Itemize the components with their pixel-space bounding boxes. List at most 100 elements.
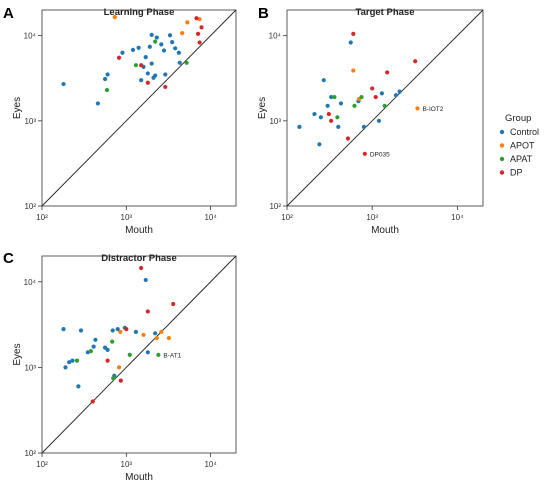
data-point [110, 328, 115, 333]
x-tick-label: 10² [36, 213, 48, 222]
data-point [376, 118, 382, 123]
data-point [116, 55, 122, 60]
data-point [359, 94, 364, 100]
data-point [70, 358, 75, 363]
data-point [185, 20, 190, 25]
data-point [110, 339, 115, 344]
data-point [143, 54, 148, 60]
data-point [195, 31, 201, 36]
data-point [115, 327, 120, 332]
data-point [297, 124, 302, 129]
data-point [166, 335, 171, 341]
data-point [318, 115, 323, 120]
data-point [397, 89, 402, 94]
data-point [184, 60, 189, 65]
series-control [61, 277, 158, 389]
data-point [120, 50, 125, 55]
data-point [153, 331, 158, 336]
panel-A: A Learning Phase 10² 10³ 10⁴ 10² 10³ 10⁴ Mouth Ey… [3, 5, 237, 236]
series-dp [326, 31, 418, 156]
legend-label: Control [510, 127, 539, 137]
data-point [112, 15, 117, 20]
series-control [297, 40, 402, 147]
panel-title: Learning Phase [104, 7, 175, 18]
data-point [116, 365, 122, 370]
data-point [345, 136, 351, 141]
data-point [139, 63, 144, 68]
data-point [385, 70, 390, 75]
data-point [139, 265, 144, 271]
data-point [326, 111, 331, 117]
x-axis-label: Mouth [125, 225, 153, 236]
legend-label: DP [510, 168, 523, 178]
x-tick-label: 10⁴ [204, 460, 217, 469]
point-annotation: DP035 [370, 151, 390, 158]
y-axis-label: Eyes [12, 343, 23, 365]
x-tick-label: 10³ [366, 213, 378, 222]
data-point [170, 39, 175, 45]
data-point [61, 81, 66, 87]
panel-letter: C [3, 250, 14, 267]
data-point [332, 94, 337, 100]
data-point [352, 103, 357, 108]
data-point [312, 111, 317, 117]
data-point [153, 39, 158, 44]
panel-letter: A [3, 5, 14, 22]
data-point [159, 42, 164, 47]
series-control [61, 32, 182, 106]
legend: Group Control APOT APAT DP [499, 113, 539, 178]
data-point [90, 399, 95, 404]
data-point [133, 63, 139, 68]
data-point [147, 44, 152, 49]
data-point [105, 358, 110, 363]
data-point [127, 352, 132, 357]
data-point [382, 103, 387, 108]
series-apat [104, 39, 189, 93]
data-point [173, 46, 178, 51]
data-point [413, 59, 418, 64]
data-point [176, 50, 181, 55]
series-apat [74, 339, 161, 381]
identity-line [41, 9, 237, 207]
data-point [149, 32, 154, 38]
data-point [145, 80, 150, 85]
data-point [351, 68, 356, 73]
data-point [379, 91, 384, 96]
data-point [61, 327, 66, 332]
data-point [373, 94, 378, 100]
data-point [197, 40, 202, 45]
data-point [163, 72, 168, 77]
data-point [199, 25, 204, 30]
series-apot [112, 15, 202, 36]
data-point [145, 71, 150, 76]
legend-marker [499, 143, 505, 148]
data-point [329, 94, 334, 100]
data-point [329, 118, 334, 123]
data-point [336, 124, 341, 129]
data-point [102, 76, 108, 82]
point-annotation: B-IOT2 [422, 106, 443, 113]
data-point [362, 151, 367, 156]
panel-title: Target Phase [356, 7, 415, 18]
series-dp [116, 16, 204, 90]
x-tick-label: 10³ [121, 213, 133, 222]
legend-marker [499, 170, 505, 175]
x-tick-label: 10² [281, 213, 293, 222]
data-point [136, 45, 141, 50]
data-point [74, 358, 80, 363]
data-point [335, 115, 340, 120]
data-point [139, 78, 144, 83]
data-point [105, 72, 110, 77]
panel-title: Distractor Phase [101, 253, 177, 264]
data-point [104, 87, 110, 93]
data-point [171, 301, 176, 307]
data-point [167, 33, 173, 38]
data-point [88, 348, 93, 354]
data-point [325, 103, 330, 108]
y-tick-label: 10³ [24, 117, 36, 126]
plot-frame [286, 9, 484, 207]
data-point [111, 375, 116, 381]
data-point [124, 327, 129, 332]
data-point [78, 328, 84, 333]
x-tick-label: 10⁴ [204, 213, 217, 222]
